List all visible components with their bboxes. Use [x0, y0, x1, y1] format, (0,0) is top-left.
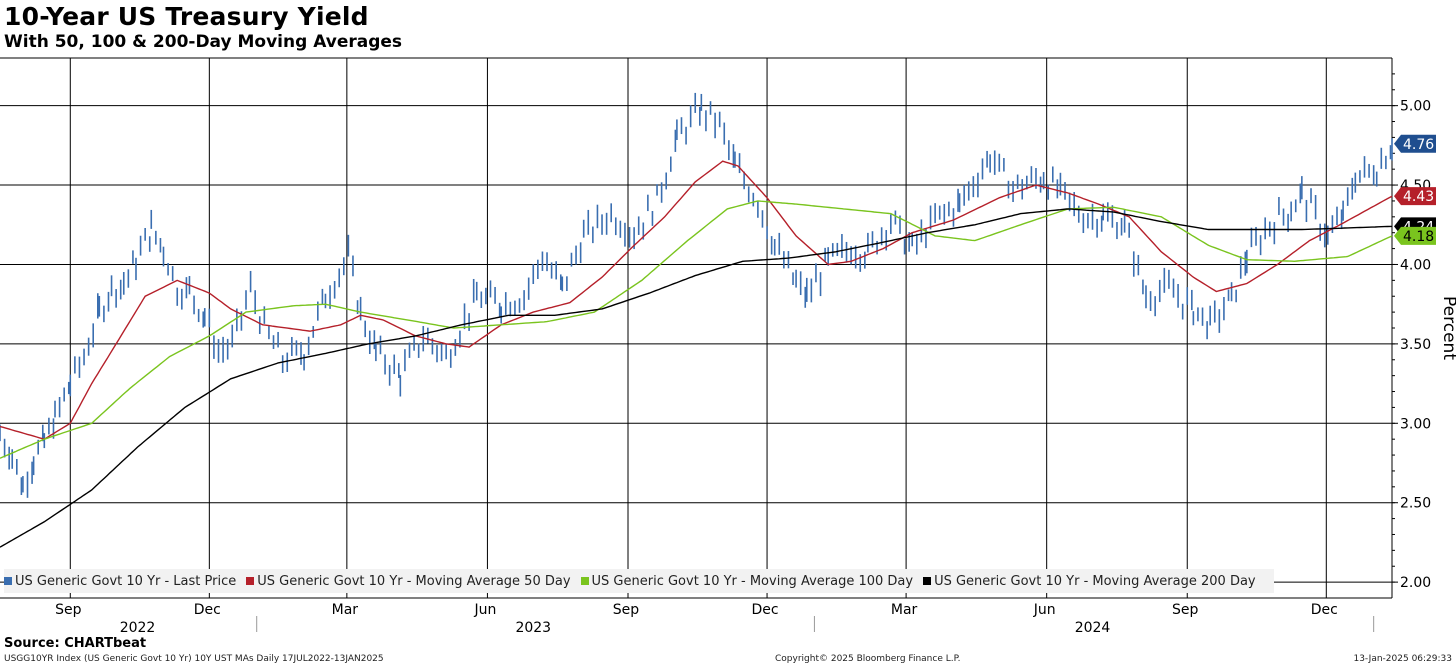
x-tick-label: Dec — [752, 602, 779, 618]
x-tick-label: Dec — [194, 602, 221, 618]
y-tick-label: 4.00 — [1400, 257, 1431, 273]
legend-swatch — [580, 577, 589, 585]
ma-line — [0, 208, 1392, 548]
last-value-flag — [1394, 134, 1436, 153]
legend-label: US Generic Govt 10 Yr - Last Price — [15, 573, 237, 589]
y-tick-label: 3.00 — [1400, 416, 1431, 432]
ma-line — [0, 160, 1393, 440]
last-value-label: 4.76 — [1403, 137, 1434, 153]
timestamp: 13-Jan-2025 06:29:33 — [1353, 654, 1452, 664]
y-tick-label: 3.50 — [1400, 337, 1431, 353]
y-tick-label: 2.50 — [1400, 496, 1431, 512]
x-tick-label: Mar — [891, 602, 918, 618]
chart-subtitle: With 50, 100 & 200-Day Moving Averages — [4, 32, 403, 52]
last-value-label: 4.18 — [1403, 229, 1434, 245]
x-tick-label: Jun — [1033, 602, 1056, 618]
index-info: USGG10YR Index (US Generic Govt 10 Yr) 1… — [4, 654, 384, 664]
year-label: 2022 — [120, 620, 156, 636]
x-tick-label: Sep — [613, 602, 640, 618]
legend-item: US Generic Govt 10 Yr - Moving Average 5… — [246, 573, 571, 589]
y-axis-title: Percent — [1439, 296, 1456, 360]
last-value-flag — [1394, 226, 1436, 245]
source-note: Source: CHARTbeat — [4, 636, 147, 651]
x-tick-label: Sep — [55, 602, 82, 618]
legend-item: US Generic Govt 10 Yr - Last Price — [4, 574, 236, 589]
last-value-label: 4.43 — [1403, 189, 1434, 205]
year-label: 2023 — [515, 620, 551, 636]
legend-swatch — [923, 577, 932, 585]
x-tick-label: Jun — [473, 602, 496, 618]
legend-item: US Generic Govt 10 Yr - Moving Average 1… — [580, 573, 914, 589]
last-value-flag — [1394, 187, 1436, 206]
price-series — [0, 92, 1393, 498]
copyright-note: Copyright© 2025 Bloomberg Finance L.P. — [775, 654, 961, 664]
x-tick-label: Sep — [1172, 602, 1199, 618]
legend-item: US Generic Govt 10 Yr - Moving Average 2… — [923, 574, 1256, 589]
legend-swatch — [4, 577, 12, 585]
legend-label: US Generic Govt 10 Yr - Moving Average 2… — [934, 573, 1256, 589]
ma-line — [0, 200, 1393, 459]
y-tick-label: 5.00 — [1400, 99, 1431, 115]
legend-label: US Generic Govt 10 Yr - Moving Average 1… — [591, 573, 914, 589]
year-label: 2024 — [1075, 620, 1111, 636]
chart-legend: US Generic Govt 10 Yr - Last Price US Gen… — [4, 569, 1274, 593]
legend-swatch — [246, 577, 255, 585]
x-tick-label: Mar — [332, 602, 359, 618]
chart-title: 10-Year US Treasury Yield — [4, 2, 369, 31]
legend-label: US Generic Govt 10 Yr - Moving Average 5… — [257, 573, 571, 589]
y-tick-label: 2.00 — [1400, 575, 1431, 591]
x-tick-label: Dec — [1311, 602, 1338, 618]
